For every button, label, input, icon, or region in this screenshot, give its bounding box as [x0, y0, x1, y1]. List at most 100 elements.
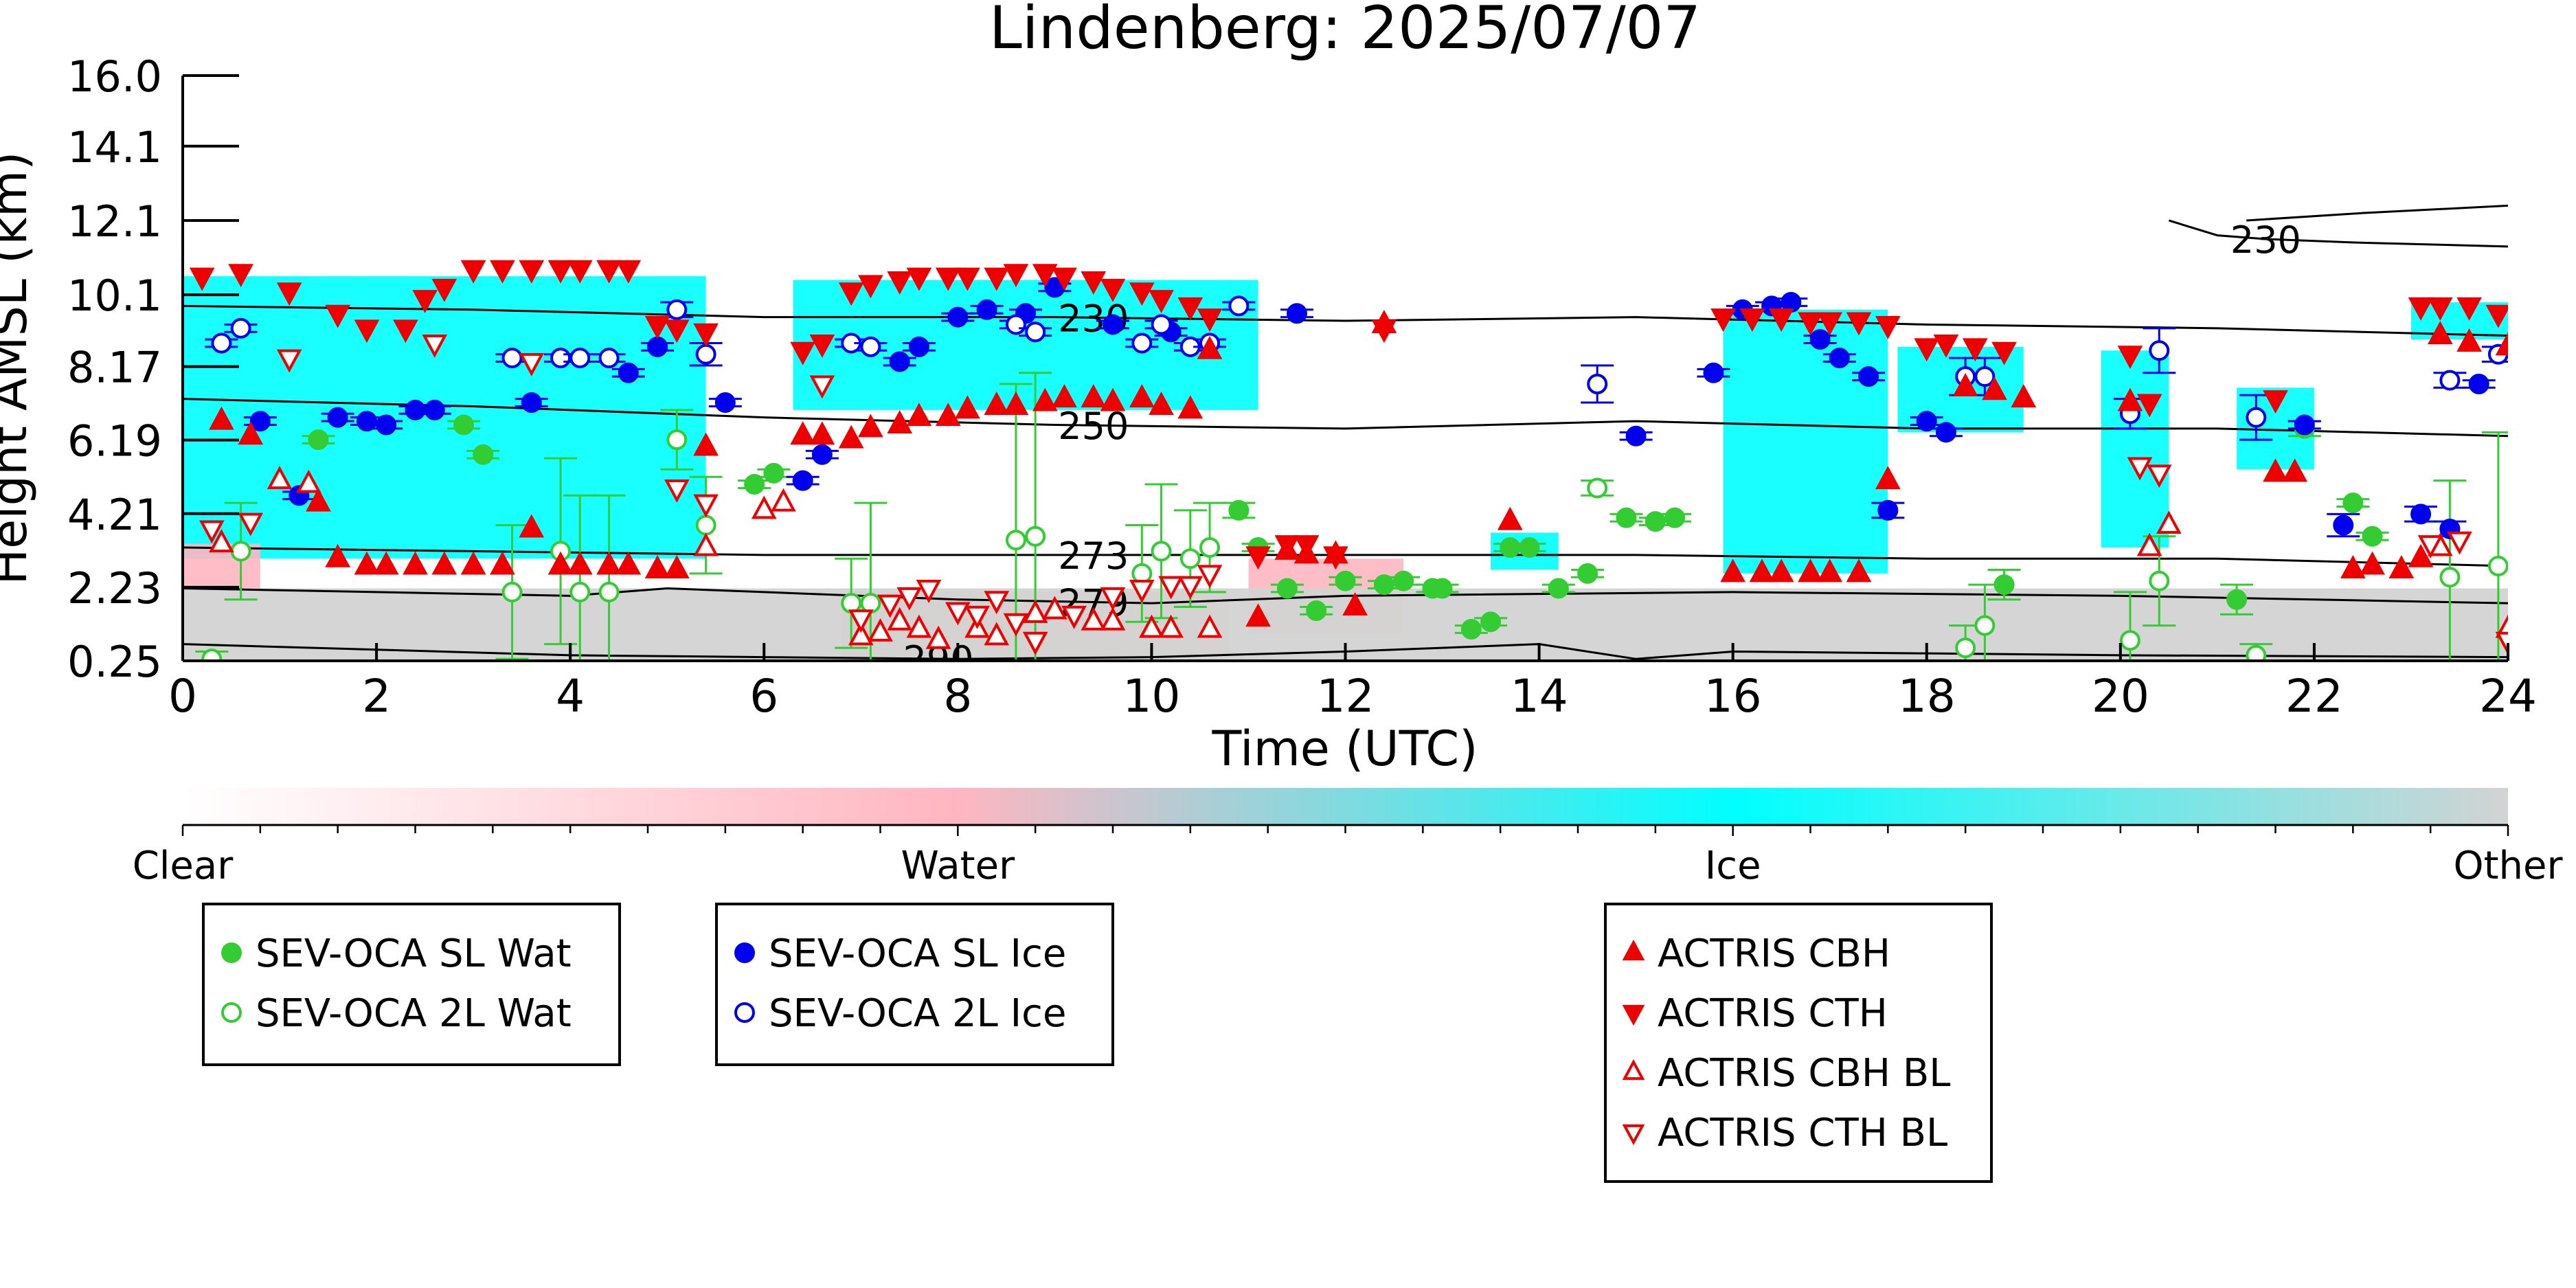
legend-item-actris-cth-bl: ACTRIS CTH BL: [1622, 1111, 1947, 1155]
data-point: [1197, 335, 1223, 359]
data-point: [209, 406, 234, 430]
data-point: [1276, 578, 1298, 599]
data-point: [2456, 328, 2482, 352]
data-point: [860, 336, 881, 357]
data-point: [615, 260, 642, 284]
data-point: [431, 278, 457, 302]
legend-box-1: SEV-OCA SL Wat SEV-OCA 2L Wat: [202, 903, 621, 1066]
data-point: [1177, 297, 1204, 321]
x-tick-label: 6: [749, 670, 778, 723]
data-point: [811, 444, 833, 465]
data-point: [405, 399, 426, 420]
data-point: [2294, 414, 2315, 436]
data-point: [1323, 546, 1348, 570]
data-point: [2340, 555, 2366, 578]
data-point: [860, 593, 881, 614]
data-point: [2127, 457, 2153, 481]
data-point: [295, 469, 321, 493]
data-point: [1052, 384, 1077, 408]
data-point: [1197, 308, 1223, 332]
data-point: [2136, 532, 2162, 556]
data-point: [1710, 308, 1736, 332]
data-point: [790, 341, 816, 365]
data-point: [490, 260, 515, 284]
data-point: [569, 581, 591, 602]
isotherm-label-1: 230: [2230, 218, 2301, 262]
y-tick-label: 8.17: [67, 343, 162, 393]
data-point: [1798, 558, 1823, 583]
data-point: [666, 299, 688, 320]
data-point: [1005, 530, 1026, 551]
data-point: [1916, 411, 1937, 432]
y-tick-label: 0.25: [67, 637, 162, 687]
legend-item-sev-oca-sl-wat: SEV-OCA SL Wat: [221, 931, 572, 976]
data-point: [1032, 387, 1058, 411]
data-point: [2427, 321, 2453, 345]
data-point: [984, 622, 1010, 646]
data-point: [1022, 599, 1048, 623]
data-point: [1781, 291, 1802, 313]
data-point: [354, 551, 380, 575]
data-point: [2439, 567, 2461, 588]
legend-label: SEV-OCA SL Ice: [769, 931, 1066, 976]
data-markers: [189, 260, 2508, 661]
data-point: [1245, 546, 1271, 570]
data-point: [327, 407, 348, 428]
x-tick-label: 10: [1122, 670, 1180, 723]
data-point: [2427, 297, 2453, 321]
data-point: [325, 304, 351, 328]
data-point: [1158, 576, 1184, 600]
legend-marker: [1622, 1004, 1645, 1026]
data-point: [567, 551, 593, 575]
legend-label: ACTRIS CBH BL: [1658, 1051, 1950, 1096]
data-point: [1179, 548, 1201, 569]
data-point: [519, 353, 545, 376]
data-point: [1625, 425, 1647, 447]
data-point: [976, 299, 997, 320]
isotherm-line-6: [183, 643, 2508, 660]
cloud-region-ice-4: [2101, 350, 2169, 548]
data-point: [2011, 384, 2037, 408]
data-point: [354, 319, 380, 343]
y-axis-label: Height AMSL (km): [0, 152, 38, 585]
data-point: [887, 607, 913, 631]
data-point: [276, 282, 302, 306]
data-point: [2439, 370, 2461, 391]
data-point: [403, 551, 428, 575]
data-point: [424, 399, 445, 420]
data-point: [2495, 614, 2508, 638]
data-point: [2263, 390, 2288, 414]
data-point: [618, 362, 639, 383]
legend-box-3: ACTRIS CBH ACTRIS CTH ACTRIS CBH BL ACTRIS …: [1604, 903, 1993, 1183]
data-point: [519, 260, 545, 284]
data-point: [1100, 278, 1126, 302]
data-point: [714, 392, 736, 414]
legend-frame: [1604, 903, 1993, 1183]
data-point: [889, 351, 910, 372]
data-point: [1798, 312, 1823, 336]
data-point: [1228, 295, 1250, 317]
legend-item-sev-oca-2l-ice: SEV-OCA 2L Ice: [734, 991, 1066, 1036]
legend-label: ACTRIS CTH: [1658, 991, 1888, 1036]
data-point: [1129, 282, 1155, 306]
x-tick-label: 22: [2285, 670, 2343, 723]
legend-frame: [715, 903, 1114, 1066]
data-point: [1286, 303, 1307, 324]
data-point: [201, 648, 223, 661]
data-point: [1548, 578, 1569, 599]
x-tick-label: 2: [362, 670, 391, 723]
data-point: [1177, 576, 1204, 600]
data-point: [1199, 537, 1221, 558]
data-point: [1749, 558, 1775, 583]
data-point: [2156, 510, 2182, 534]
x-axis-label: Time (UTC): [1212, 721, 1478, 777]
data-point: [238, 421, 264, 445]
data-point: [916, 580, 942, 603]
legend-item-actris-cbh-bl: ACTRIS CBH BL: [1622, 1051, 1950, 1096]
data-point: [1042, 596, 1067, 620]
data-point: [460, 260, 486, 284]
data-point: [460, 551, 486, 575]
data-point: [547, 551, 574, 575]
